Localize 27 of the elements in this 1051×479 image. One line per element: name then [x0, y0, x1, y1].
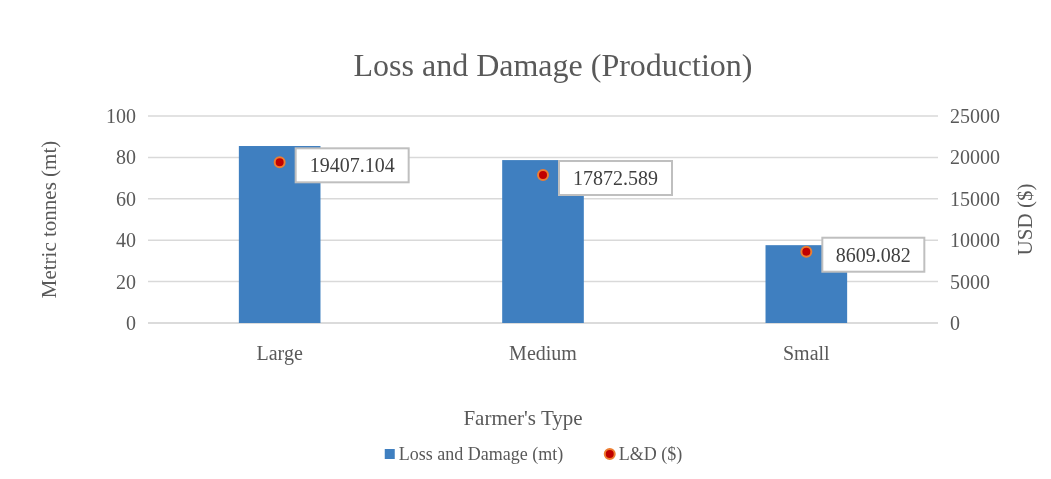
- y2-tick-label: 15000: [950, 187, 1000, 210]
- y2-tick-label: 10000: [950, 229, 1000, 252]
- y-tick-label: 40: [116, 229, 136, 252]
- data-label: 19407.104: [309, 154, 395, 177]
- x-tick-label: Medium: [509, 342, 578, 364]
- y2-tick-label: 25000: [950, 105, 1000, 127]
- x-tick-label: Small: [783, 342, 831, 364]
- y2-tick-label: 0: [950, 312, 960, 334]
- legend-label: L&D ($): [618, 444, 683, 465]
- point: [273, 156, 286, 169]
- y2-tick-label: 20000: [950, 146, 1000, 169]
- y-tick-label: 0: [126, 312, 136, 334]
- y2-tick-label: 5000: [950, 270, 990, 293]
- x-tick-label: Large: [256, 342, 303, 365]
- y-tick-label: 20: [116, 270, 136, 293]
- y-axis-title: Metric tonnes (mt): [37, 140, 61, 299]
- y2-axis-title: USD ($): [1013, 183, 1037, 256]
- y-tick-label: 60: [116, 187, 136, 210]
- point: [537, 169, 549, 182]
- y-tick-label: 100: [106, 105, 136, 127]
- chart-title: Loss and Damage (Production): [353, 47, 753, 83]
- y-tick-label: 80: [116, 146, 136, 169]
- x-axis-title: Farmer's Type: [463, 406, 583, 430]
- point: [800, 245, 813, 258]
- data-label: 8609.082: [835, 243, 911, 266]
- data-label: 17872.589: [573, 167, 658, 190]
- legend-label: Loss and Damage (mt): [398, 444, 564, 465]
